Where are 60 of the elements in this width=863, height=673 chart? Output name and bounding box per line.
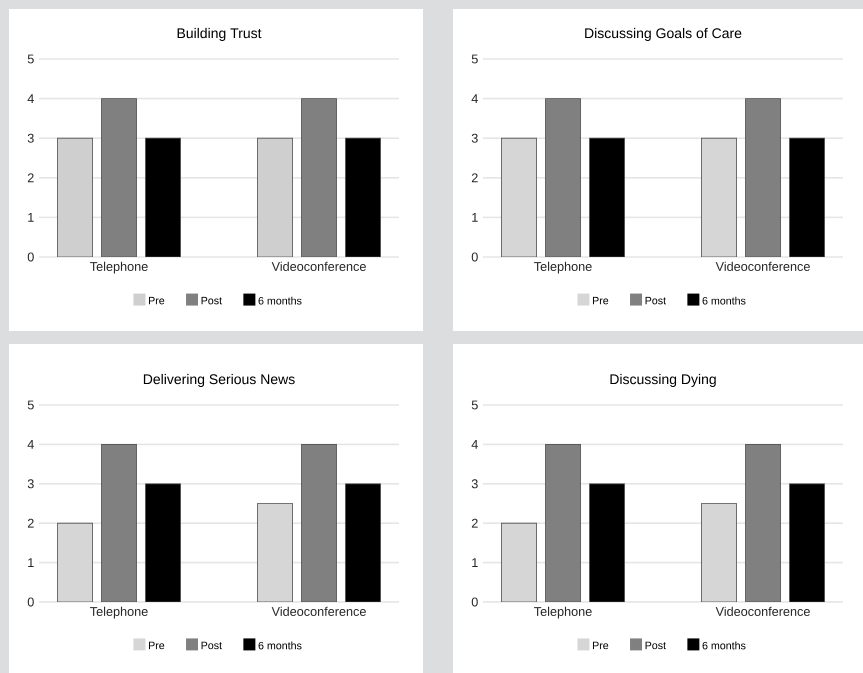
y-tick-label: 2 xyxy=(28,173,34,182)
y-tick-label: 0 xyxy=(472,598,478,606)
y-tick-label: 4 xyxy=(472,440,478,449)
bar xyxy=(345,483,381,602)
bar xyxy=(301,444,337,602)
y-tick-label: 3 xyxy=(28,134,34,143)
legend-label: 6 months xyxy=(702,296,746,305)
y-tick-label: 2 xyxy=(472,518,478,528)
y-tick-label: 3 xyxy=(28,479,34,488)
x-tick-label: Videoconference xyxy=(716,262,810,271)
y-tick-label: 4 xyxy=(28,94,34,103)
chart-title: Discussing Dying xyxy=(610,374,716,387)
bar xyxy=(257,503,293,602)
legend-label: 6 months xyxy=(258,642,302,650)
bar xyxy=(501,522,537,602)
y-tick-label: 0 xyxy=(28,252,34,262)
x-tick-label: Videoconference xyxy=(272,262,366,271)
x-tick-label: Videoconference xyxy=(272,606,366,616)
y-tick-label: 3 xyxy=(472,479,478,488)
bar xyxy=(57,522,93,602)
bar xyxy=(589,483,625,602)
legend-label: Pre xyxy=(148,296,164,304)
y-tick-label: 2 xyxy=(472,173,478,182)
bar xyxy=(745,444,781,602)
legend-label: 6 months xyxy=(702,642,746,650)
bar xyxy=(701,503,737,602)
x-tick-label: Telephone xyxy=(534,262,592,274)
bar xyxy=(789,483,825,602)
chart-title: Building Trust xyxy=(178,28,262,41)
y-tick-label: 0 xyxy=(472,252,478,262)
y-tick-label: 4 xyxy=(28,440,34,449)
y-tick-label: 5 xyxy=(472,400,478,410)
y-tick-label: 3 xyxy=(472,134,478,143)
legend-label: Post xyxy=(646,642,666,650)
y-tick-label: 0 xyxy=(28,598,34,606)
legend-label: Pre xyxy=(148,642,164,650)
legend-label: Pre xyxy=(592,642,608,650)
y-tick-label: 1 xyxy=(472,558,478,567)
bar xyxy=(145,483,181,602)
y-tick-label: 2 xyxy=(28,518,34,528)
chart-title: Discussing Goals of Care xyxy=(585,28,742,41)
y-tick-label: 1 xyxy=(472,213,478,222)
legend-label: Post xyxy=(646,296,666,304)
bar xyxy=(101,444,137,602)
y-tick-label: 5 xyxy=(28,400,34,410)
y-tick-label: 1 xyxy=(28,213,34,222)
legend-label: 6 months xyxy=(258,296,302,305)
x-tick-label: Videoconference xyxy=(716,606,810,616)
legend-label: Post xyxy=(202,296,222,304)
y-tick-label: 1 xyxy=(28,558,34,567)
x-tick-label: Telephone xyxy=(90,606,148,619)
bar xyxy=(545,444,581,602)
y-tick-label: 4 xyxy=(472,94,478,103)
legend-label: Post xyxy=(202,642,222,650)
x-tick-label: Telephone xyxy=(534,606,592,619)
y-tick-label: 5 xyxy=(472,54,478,64)
legend-label: Pre xyxy=(592,296,608,304)
chart-title: Delivering Serious News xyxy=(144,374,295,387)
x-tick-label: Telephone xyxy=(90,262,148,274)
y-tick-label: 5 xyxy=(28,54,34,64)
